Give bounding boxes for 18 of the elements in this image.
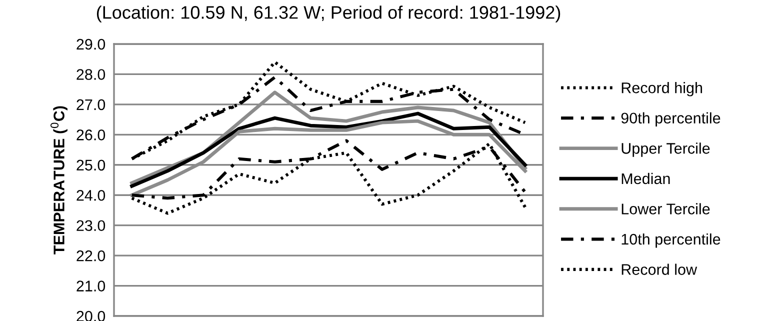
chart-title: (Location: 10.59 N, 61.32 W; Period of record: 1981-1992) [96, 6, 560, 22]
legend-label: Record low [622, 264, 698, 275]
legend-label: Lower Tercile [622, 203, 710, 214]
legend-label: 10th percentile [622, 233, 720, 248]
y-tick-label: 25.0 [76, 160, 106, 171]
y-tick-label: 29.0 [76, 38, 106, 50]
legend-label: 90th percentile [621, 112, 720, 127]
legend-label: Upper Tercile [622, 142, 710, 157]
y-tick-label: 27.0 [76, 99, 106, 110]
y-tick-label: 22.0 [76, 250, 106, 262]
y-tick-label: 23.0 [76, 220, 106, 232]
y-tick-label: 21.0 [76, 280, 106, 292]
y-tick-label: 28.0 [76, 69, 106, 80]
y-tick-label: 24.0 [76, 190, 106, 201]
legend-label: Median [622, 172, 670, 184]
y-axis-title: TEMPERATURE ($^{0}$C) [50, 106, 68, 254]
y-tick-label: 26.0 [76, 130, 106, 140]
legend-label: Record high [622, 82, 702, 96]
